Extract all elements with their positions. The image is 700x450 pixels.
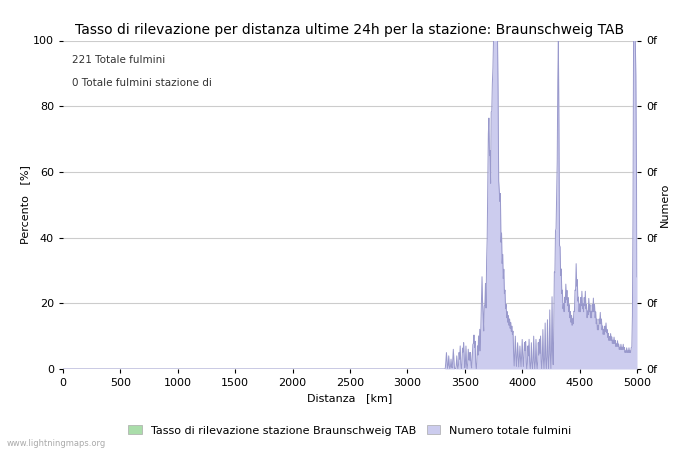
X-axis label: Distanza   [km]: Distanza [km] [307, 394, 393, 404]
Y-axis label: Percento   [%]: Percento [%] [20, 165, 30, 244]
Text: 0 Totale fulmini stazione di: 0 Totale fulmini stazione di [71, 78, 211, 88]
Y-axis label: Numero: Numero [660, 183, 670, 227]
Text: 221 Totale fulmini: 221 Totale fulmini [71, 55, 165, 65]
Text: www.lightningmaps.org: www.lightningmaps.org [7, 439, 106, 448]
Legend: Tasso di rilevazione stazione Braunschweig TAB, Numero totale fulmini: Tasso di rilevazione stazione Braunschwe… [124, 421, 576, 440]
Title: Tasso di rilevazione per distanza ultime 24h per la stazione: Braunschweig TAB: Tasso di rilevazione per distanza ultime… [76, 22, 624, 36]
